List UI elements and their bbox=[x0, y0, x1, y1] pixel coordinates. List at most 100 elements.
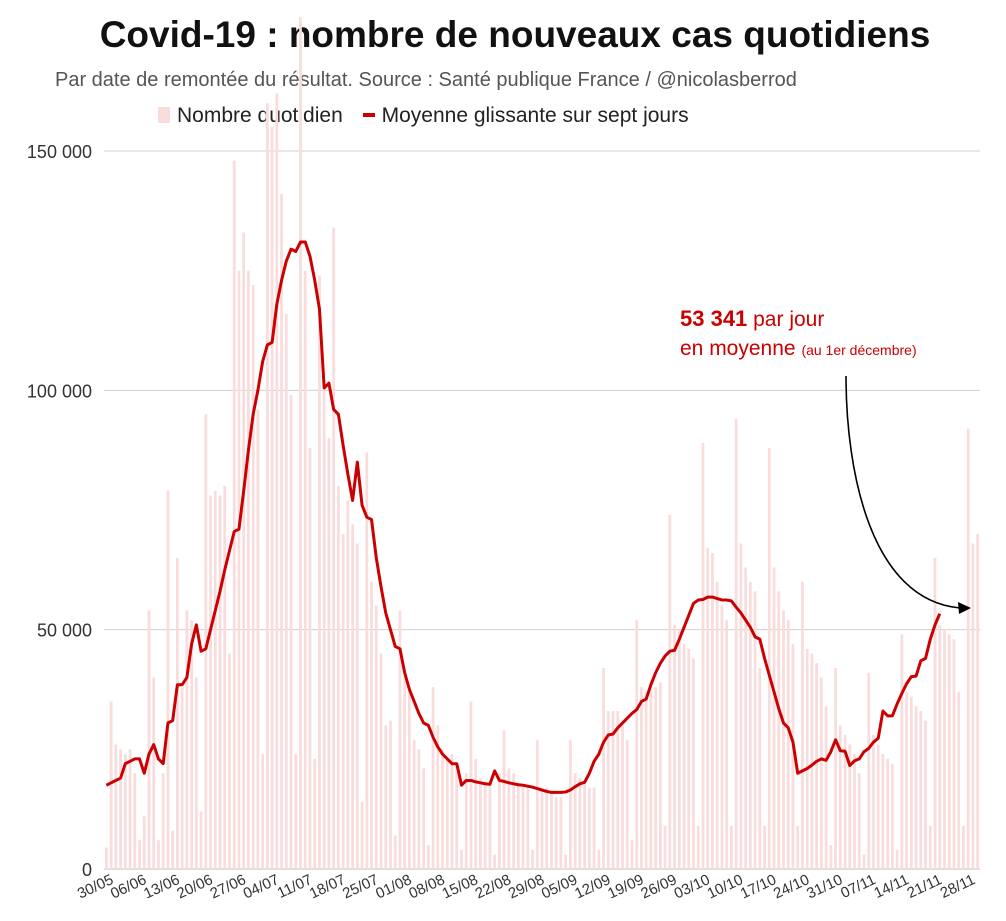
bar bbox=[763, 825, 766, 869]
bar bbox=[824, 706, 828, 869]
bar bbox=[748, 581, 752, 869]
bar bbox=[924, 720, 927, 869]
bar bbox=[786, 620, 790, 869]
bar bbox=[687, 648, 691, 869]
bar bbox=[289, 395, 293, 869]
bar bbox=[957, 691, 961, 869]
bar bbox=[625, 739, 629, 869]
x-axis: 30/0506/0613/0620/0627/0604/0711/0718/07… bbox=[75, 871, 978, 902]
bar bbox=[597, 849, 601, 869]
bar bbox=[573, 773, 577, 869]
bar bbox=[374, 605, 378, 869]
bar bbox=[545, 787, 549, 869]
bar bbox=[621, 725, 624, 869]
bar bbox=[872, 734, 875, 869]
bar bbox=[531, 849, 534, 869]
bar bbox=[171, 830, 175, 869]
bar bbox=[853, 754, 856, 869]
bar bbox=[327, 438, 331, 869]
y-tick-label: 100 000 bbox=[27, 381, 92, 401]
bar bbox=[914, 706, 918, 869]
bar bbox=[412, 739, 416, 869]
annotation-value: 53 341 bbox=[680, 306, 748, 331]
bar bbox=[209, 495, 212, 869]
bar bbox=[360, 801, 364, 869]
bar bbox=[426, 845, 430, 869]
bar bbox=[261, 754, 265, 869]
bar bbox=[247, 270, 250, 870]
bar bbox=[190, 620, 193, 869]
bar bbox=[649, 687, 653, 869]
bar bbox=[933, 557, 937, 869]
bar bbox=[294, 754, 298, 869]
bar bbox=[441, 749, 444, 869]
bar bbox=[881, 754, 885, 869]
bar bbox=[398, 610, 402, 869]
bar bbox=[479, 778, 482, 869]
bar bbox=[720, 605, 724, 869]
bar bbox=[862, 854, 866, 869]
bar bbox=[341, 533, 345, 869]
bar bbox=[606, 711, 610, 869]
bar bbox=[711, 553, 714, 869]
bar bbox=[322, 390, 326, 869]
bar bbox=[564, 854, 568, 869]
bar bbox=[663, 825, 667, 869]
bar bbox=[237, 270, 241, 870]
bar bbox=[379, 653, 383, 869]
bar bbox=[782, 610, 785, 869]
gridlines bbox=[104, 150, 980, 870]
bar bbox=[232, 160, 236, 869]
bar bbox=[540, 787, 544, 869]
bar bbox=[919, 711, 923, 869]
chart-subtitle: Par date de remontée du résultat. Source… bbox=[55, 69, 797, 91]
bar bbox=[867, 672, 871, 869]
bar bbox=[819, 677, 823, 869]
bar bbox=[493, 854, 497, 869]
bar bbox=[550, 792, 553, 869]
bar bbox=[270, 127, 274, 870]
bar bbox=[876, 744, 880, 869]
bar bbox=[218, 495, 222, 869]
bar bbox=[204, 414, 208, 869]
annotation-arrow bbox=[845, 375, 961, 609]
bar bbox=[739, 543, 743, 869]
bar bbox=[673, 624, 676, 869]
y-tick-label: 0 bbox=[82, 860, 92, 880]
bar bbox=[417, 749, 421, 869]
annotation-note: (au 1er décembre) bbox=[801, 342, 917, 358]
bar bbox=[587, 787, 591, 869]
bar bbox=[138, 840, 141, 869]
bar bbox=[280, 194, 283, 869]
bar bbox=[223, 486, 227, 869]
bar bbox=[512, 773, 515, 869]
bar bbox=[498, 773, 501, 869]
bar bbox=[469, 701, 473, 869]
chart-title: Covid-19 : nombre de nouveaux cas quotid… bbox=[99, 14, 931, 55]
bar bbox=[734, 419, 738, 869]
y-tick-label: 50 000 bbox=[37, 621, 92, 641]
bar bbox=[928, 825, 932, 869]
bar bbox=[265, 103, 269, 870]
bar bbox=[848, 744, 852, 869]
bar bbox=[843, 734, 847, 869]
bar bbox=[791, 644, 795, 869]
bar bbox=[976, 533, 980, 869]
bar bbox=[583, 782, 586, 869]
bar bbox=[630, 840, 634, 869]
bar bbox=[351, 524, 354, 869]
bar bbox=[166, 490, 170, 869]
bar bbox=[180, 687, 184, 869]
bar bbox=[318, 275, 321, 869]
bar bbox=[592, 787, 596, 869]
bar bbox=[886, 758, 890, 869]
bar bbox=[337, 486, 340, 869]
bar bbox=[502, 730, 506, 869]
bar bbox=[114, 744, 118, 869]
bar bbox=[966, 428, 970, 869]
bar bbox=[943, 629, 946, 869]
bar bbox=[834, 667, 837, 869]
bar bbox=[905, 691, 908, 869]
bar bbox=[644, 691, 648, 869]
bar bbox=[602, 667, 605, 869]
